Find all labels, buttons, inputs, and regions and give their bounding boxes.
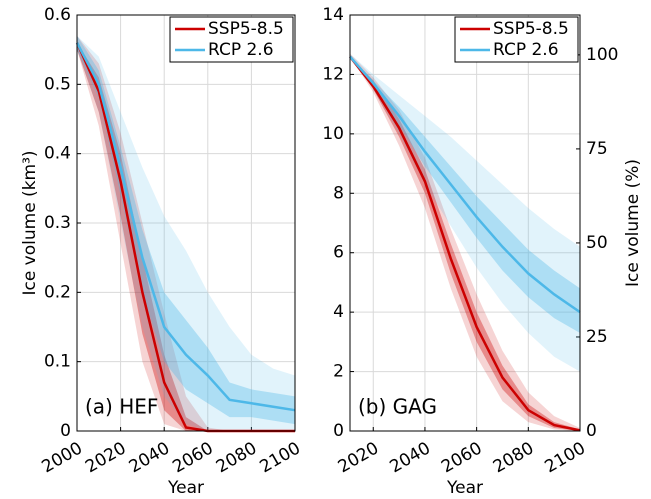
y-tick-label: 10	[322, 124, 344, 144]
uncertainty-band	[350, 53, 580, 372]
x-tick-label: 2020	[335, 438, 382, 477]
y-tick-label: 0.1	[44, 352, 71, 372]
y2-tick-label: 50	[586, 233, 608, 253]
y-tick-label: 0.3	[44, 213, 71, 233]
x-tick-label: 2060	[438, 438, 485, 477]
y-tick-label: 8	[333, 183, 344, 203]
x-tick-label: 2040	[386, 438, 433, 477]
y2-axis-label: Ice volume (%)	[623, 159, 643, 287]
panel-label: (a) HEF	[85, 395, 158, 419]
y-tick-label: 0.5	[44, 74, 71, 94]
y-tick-label: 0	[60, 421, 71, 441]
series-line	[75, 42, 296, 412]
y2-tick-label: 75	[586, 139, 608, 159]
legend-label: RCP 2.6	[493, 40, 559, 60]
x-tick-label: 2080	[213, 438, 260, 477]
x-tick-label: 2020	[82, 438, 129, 477]
y-tick-label: 6	[333, 243, 344, 263]
y-tick-label: 0.6	[44, 5, 71, 25]
plot-area	[350, 15, 580, 431]
panel-label: (b) GAG	[358, 395, 437, 419]
y-tick-label: 14	[322, 5, 344, 25]
y-tick-label: 0	[333, 421, 344, 441]
y-tick-label: 0.4	[44, 144, 71, 164]
y2-tick-label: 100	[586, 45, 618, 65]
uncertainty-band	[350, 56, 580, 431]
x-axis-label: Year	[167, 478, 204, 498]
uncertainty-band	[77, 35, 295, 432]
x-tick-label: 2080	[490, 438, 537, 477]
uncertainty-band	[77, 42, 295, 431]
y-tick-label: 0.2	[44, 282, 71, 302]
y-axis-label: Ice volume (km³)	[20, 150, 40, 295]
x-tick-label: 2060	[169, 438, 216, 477]
x-tick-label: 2100	[257, 438, 304, 477]
legend-label: RCP 2.6	[208, 40, 274, 60]
plot-frame	[349, 14, 581, 432]
x-tick-label: 2040	[126, 438, 173, 477]
uncertainty-band	[77, 35, 295, 432]
legend-label: SSP5-8.5	[493, 19, 569, 39]
x-axis-label: Year	[446, 478, 483, 498]
y-tick-label: 12	[322, 64, 344, 84]
legend-box	[169, 16, 294, 63]
x-tick-label: 2100	[542, 438, 589, 477]
uncertainty-band	[77, 35, 295, 425]
series-line	[349, 55, 581, 432]
y-tick-label: 4	[333, 302, 344, 322]
x-tick-label: 2000	[39, 438, 86, 477]
series-line	[349, 55, 581, 314]
y2-tick-label: 25	[586, 327, 608, 347]
plot-frame	[76, 14, 296, 432]
y-tick-label: 2	[333, 362, 344, 382]
y2-tick-label: 0	[586, 421, 597, 441]
legend-box	[454, 16, 579, 63]
legend-label: SSP5-8.5	[208, 19, 284, 39]
panel: 2020 2040 2060 2080 210002468101214025507510…	[322, 5, 643, 498]
